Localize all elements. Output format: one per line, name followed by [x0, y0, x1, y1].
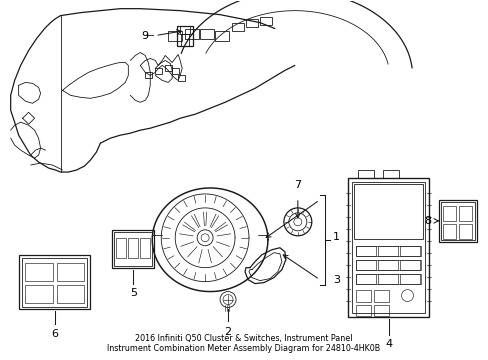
Text: 2016 Infiniti Q50 Cluster & Switches, Instrument Panel
Instrument Combination Me: 2016 Infiniti Q50 Cluster & Switches, In… [107, 334, 380, 353]
Bar [353, 184, 423, 239]
Bar [357, 170, 373, 178]
Bar [57, 285, 84, 302]
Bar [21, 258, 87, 306]
Bar [458, 206, 471, 221]
Bar [24, 285, 52, 302]
Bar [355, 305, 370, 316]
Bar [355, 289, 370, 302]
Text: 4: 4 [384, 339, 391, 350]
Bar [155, 68, 162, 75]
Bar [377, 260, 397, 270]
Bar [458, 224, 471, 239]
Text: 9: 9 [141, 31, 148, 41]
Bar [347, 178, 428, 318]
Text: 2: 2 [224, 328, 231, 337]
Bar [355, 246, 421, 256]
Bar [355, 274, 375, 284]
Bar [260, 17, 271, 24]
Bar [351, 182, 425, 314]
Bar [112, 230, 154, 268]
Bar [443, 224, 455, 239]
Bar [185, 28, 199, 39]
Bar [57, 263, 84, 280]
Bar [165, 66, 172, 71]
Text: 3: 3 [332, 275, 339, 285]
Bar [116, 238, 126, 258]
Text: 6: 6 [51, 329, 58, 339]
Bar [114, 232, 152, 266]
Bar [215, 31, 228, 41]
Bar [245, 19, 258, 27]
Bar [128, 238, 138, 258]
Bar [232, 23, 244, 31]
Text: 8: 8 [424, 216, 430, 226]
Bar [19, 255, 90, 310]
Bar [145, 72, 152, 78]
Bar [24, 263, 52, 280]
Bar [181, 33, 189, 45]
Text: —: — [146, 31, 154, 40]
Bar [439, 200, 476, 242]
Bar [382, 170, 398, 178]
Bar [377, 274, 397, 284]
Bar [355, 260, 421, 270]
Bar [178, 75, 185, 81]
Bar [399, 260, 419, 270]
Bar [377, 246, 397, 256]
Bar [172, 68, 179, 75]
Bar [200, 28, 214, 39]
Bar [399, 274, 419, 284]
Text: 1: 1 [332, 232, 339, 242]
Text: 7: 7 [294, 180, 301, 190]
Bar [177, 26, 193, 45]
Bar [168, 31, 182, 41]
Bar [399, 246, 419, 256]
Bar [355, 260, 375, 270]
Bar [443, 206, 455, 221]
Text: 5: 5 [129, 288, 137, 298]
Bar [373, 305, 388, 316]
Bar [140, 238, 150, 258]
Bar [355, 246, 375, 256]
Bar [441, 202, 474, 240]
Bar [355, 274, 421, 284]
Bar [373, 289, 388, 302]
Bar [180, 26, 190, 33]
